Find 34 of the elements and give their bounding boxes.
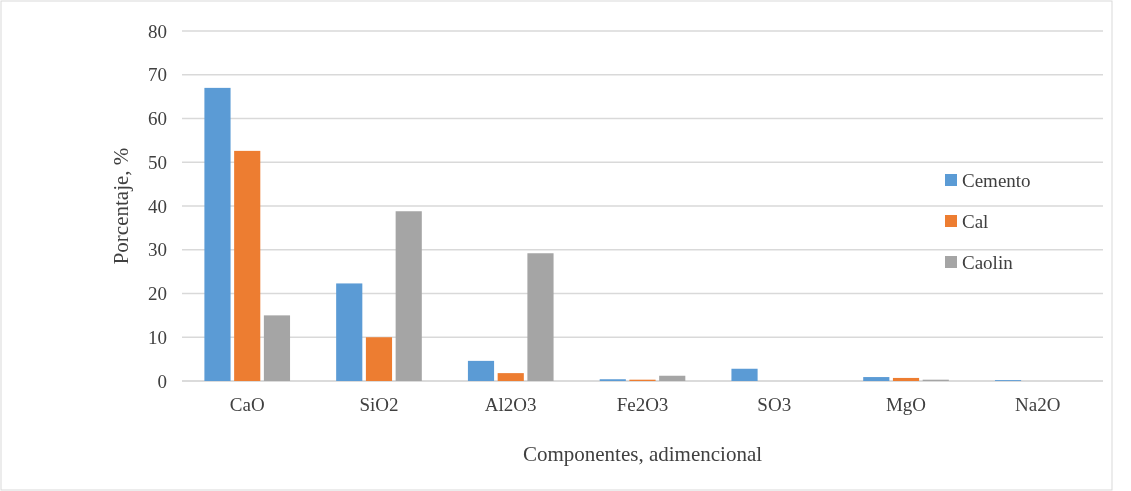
bar xyxy=(204,87,231,381)
y-tick-label: 40 xyxy=(148,195,167,217)
y-tick-label: 20 xyxy=(148,283,167,305)
bar xyxy=(863,377,890,381)
bar xyxy=(731,368,758,381)
bar xyxy=(892,377,920,381)
bar xyxy=(395,211,422,381)
bar xyxy=(659,375,686,381)
y-tick-label: 80 xyxy=(148,20,167,42)
x-tick-label: SiO2 xyxy=(359,394,399,415)
bar xyxy=(263,315,291,381)
y-tick-label: 60 xyxy=(148,108,167,130)
legend-label: Caolin xyxy=(962,251,1014,273)
bar xyxy=(467,360,495,381)
y-tick-label: 30 xyxy=(148,239,167,261)
y-tick-label: 0 xyxy=(157,370,167,392)
y-tick-label: 50 xyxy=(148,151,167,173)
y-axis-title: Porcentaje, % xyxy=(109,147,133,265)
x-tick-label: SO3 xyxy=(757,394,792,415)
bar xyxy=(365,337,393,381)
y-tick-label: 70 xyxy=(148,64,167,86)
bar xyxy=(336,283,363,381)
x-tick-label: MgO xyxy=(885,394,927,415)
x-tick-label: Na2O xyxy=(1015,394,1061,415)
x-tick-label: Fe2O3 xyxy=(616,394,669,415)
bar xyxy=(497,373,524,381)
x-axis-title: Componentes, adimencional xyxy=(522,442,763,466)
x-tick-label: CaO xyxy=(229,394,265,415)
x-tick-label: Al2O3 xyxy=(484,394,537,415)
y-tick-label: 10 xyxy=(148,326,167,348)
legend-label: Cemento xyxy=(962,169,1031,191)
legend-label: Cal xyxy=(962,210,989,232)
bar xyxy=(527,253,554,381)
bar xyxy=(234,150,261,381)
